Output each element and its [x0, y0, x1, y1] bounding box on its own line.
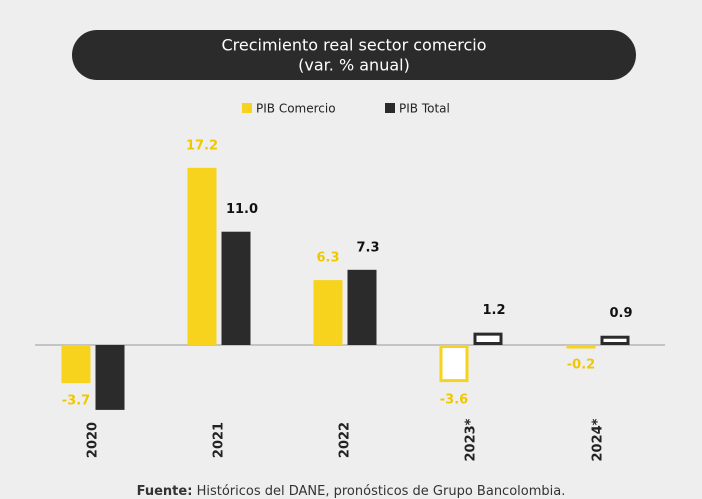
- footer: Fuente: Históricos del DANE, pronósticos…: [137, 484, 566, 499]
- x-tick-label: 2021: [212, 422, 227, 458]
- footer-text: Históricos del DANE, pronósticos de Grup…: [197, 484, 566, 499]
- bar: [439, 345, 469, 383]
- value-label: 11.0: [226, 202, 258, 217]
- value-label: 6.3: [316, 251, 339, 266]
- footer-label: Fuente:: [137, 484, 193, 499]
- value-label: -0.2: [567, 358, 595, 373]
- value-label: 17.2: [186, 138, 218, 153]
- value-label: -3.6: [440, 393, 468, 408]
- bar: [347, 269, 377, 345]
- value-label: 1.2: [482, 303, 505, 318]
- x-tick-label: 2022: [338, 422, 353, 458]
- value-label: 7.3: [356, 240, 379, 255]
- legend-swatch: [385, 103, 395, 113]
- bar: [566, 345, 596, 349]
- bar: [95, 345, 125, 410]
- title-pill: [72, 30, 636, 80]
- legend-label: PIB Total: [399, 102, 450, 116]
- bar: [473, 332, 503, 346]
- bar: [221, 231, 251, 345]
- bar: [313, 280, 343, 345]
- legend-swatch: [242, 103, 252, 113]
- bar: [61, 345, 91, 384]
- legend-label: PIB Comercio: [256, 102, 336, 116]
- bar: [187, 167, 217, 345]
- x-tick-label: 2024*: [591, 418, 606, 461]
- chart-subtitle: (var. % anual): [298, 56, 410, 75]
- value-label: 0.9: [609, 306, 632, 321]
- value-label: -3.7: [62, 394, 90, 409]
- bar: [600, 335, 630, 346]
- x-tick-label: 2023*: [464, 418, 479, 461]
- chart-title: Crecimiento real sector comercio: [221, 36, 486, 55]
- x-tick-label: 2020: [86, 422, 101, 458]
